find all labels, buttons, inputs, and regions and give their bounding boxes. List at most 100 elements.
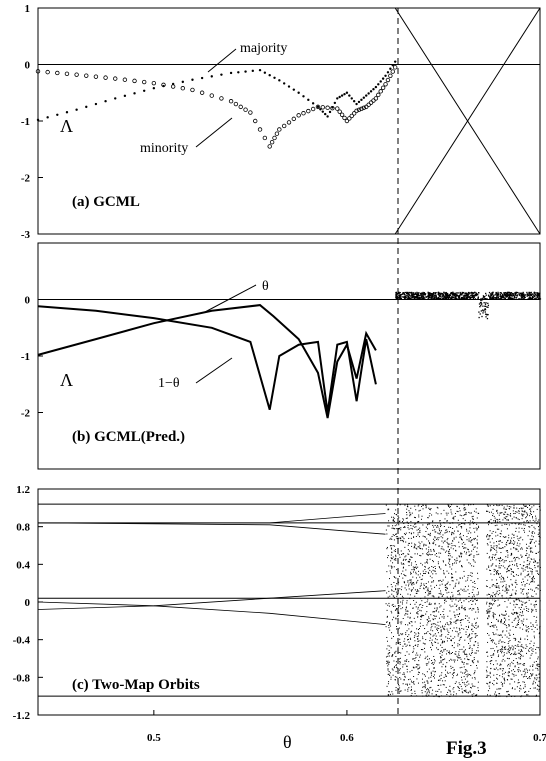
- orbit-point: [477, 609, 479, 611]
- orbit-point: [460, 622, 462, 624]
- orbit-point: [401, 603, 403, 605]
- orbit-point: [392, 653, 394, 655]
- orbit-point: [422, 570, 424, 572]
- orbit-point: [472, 518, 474, 520]
- orbit-point: [399, 556, 401, 558]
- orbit-point: [455, 621, 457, 623]
- orbit-point: [400, 573, 402, 575]
- orbit-point: [405, 541, 407, 543]
- orbit-point: [429, 620, 431, 622]
- orbit-point: [424, 573, 426, 575]
- orbit-point: [433, 548, 435, 550]
- orbit-point: [453, 669, 455, 671]
- orbit-point: [502, 576, 504, 578]
- data-point-chaotic: [473, 295, 475, 298]
- orbit-point: [405, 555, 407, 557]
- orbit-point: [506, 606, 508, 608]
- x-tick-label: 0.5: [147, 732, 161, 744]
- orbit-point: [511, 554, 513, 556]
- orbit-point: [535, 515, 537, 517]
- orbit-point: [451, 644, 453, 646]
- orbit-point: [495, 595, 497, 597]
- orbit-point: [506, 589, 508, 591]
- orbit-point: [508, 652, 510, 654]
- orbit-point: [460, 526, 462, 528]
- orbit-point: [535, 552, 537, 554]
- orbit-point: [422, 553, 424, 555]
- orbit-point: [488, 605, 490, 607]
- orbit-point: [425, 694, 427, 696]
- orbit-point: [536, 570, 538, 572]
- data-point-majority: [331, 106, 334, 109]
- orbit-point: [407, 610, 409, 612]
- orbit-point: [391, 619, 393, 621]
- orbit-point: [486, 603, 488, 605]
- orbit-point: [442, 594, 444, 596]
- orbit-point: [388, 652, 390, 654]
- orbit-point: [468, 601, 470, 603]
- data-point-chaotic: [519, 293, 522, 295]
- orbit-point: [438, 662, 440, 664]
- orbit-point: [538, 688, 540, 690]
- orbit-point: [521, 514, 523, 516]
- data-point-chaotic: [532, 296, 534, 298]
- orbit-point: [446, 650, 448, 652]
- data-point-chaotic: [522, 297, 524, 299]
- orbit-point: [526, 513, 528, 515]
- orbit-point: [509, 564, 511, 566]
- orbit-point: [505, 584, 507, 586]
- orbit-point: [496, 673, 498, 675]
- orbit-point: [488, 685, 490, 687]
- orbit-point: [438, 688, 440, 690]
- orbit-point: [424, 565, 426, 567]
- data-point-chaotic: [529, 298, 531, 300]
- orbit-point: [517, 623, 519, 625]
- data-point-chaotic: [474, 298, 477, 300]
- orbit-point: [511, 553, 513, 555]
- orbit-point: [386, 548, 388, 550]
- orbit-point: [518, 523, 520, 525]
- orbit-point: [394, 549, 396, 551]
- data-point-chaotic: [470, 291, 473, 294]
- orbit-point: [395, 554, 397, 556]
- orbit-point: [487, 538, 489, 540]
- data-point-minority: [351, 111, 357, 116]
- data-point-chaotic: [424, 297, 426, 299]
- orbit-point: [510, 647, 512, 649]
- orbit-point: [451, 600, 453, 602]
- orbit-point: [538, 685, 540, 687]
- orbit-point: [452, 598, 454, 600]
- orbit-point: [501, 524, 503, 526]
- orbit-point: [449, 559, 451, 561]
- orbit-point: [418, 664, 420, 666]
- orbit-point: [495, 633, 497, 635]
- data-point-chaotic: [400, 298, 402, 300]
- data-point-majority: [278, 79, 281, 82]
- leader-theta: [204, 284, 257, 313]
- orbit-point: [393, 517, 395, 519]
- orbit-point: [440, 530, 442, 532]
- orbit-point: [454, 659, 456, 661]
- orbit-point: [495, 531, 497, 533]
- orbit-point: [512, 649, 514, 651]
- orbit-point: [434, 641, 436, 643]
- orbit-point: [431, 554, 433, 556]
- annotation-majority: majority: [240, 41, 287, 56]
- orbit-point: [499, 512, 501, 514]
- data-point-chaotic: [405, 292, 408, 294]
- orbit-point: [433, 580, 435, 582]
- orbit-point: [400, 589, 402, 591]
- orbit-point: [458, 687, 460, 689]
- orbit-point: [526, 594, 528, 596]
- data-point-chaotic: [445, 291, 447, 294]
- orbit-point: [515, 549, 517, 551]
- data-point-chaotic: [429, 295, 432, 297]
- orbit-point: [444, 629, 446, 631]
- orbit-point: [458, 627, 460, 629]
- orbit-point: [428, 690, 430, 692]
- orbit-point: [445, 636, 447, 638]
- orbit-point: [527, 574, 529, 576]
- orbit-point: [477, 608, 479, 610]
- orbit-point: [466, 559, 468, 561]
- orbit-point: [473, 693, 475, 695]
